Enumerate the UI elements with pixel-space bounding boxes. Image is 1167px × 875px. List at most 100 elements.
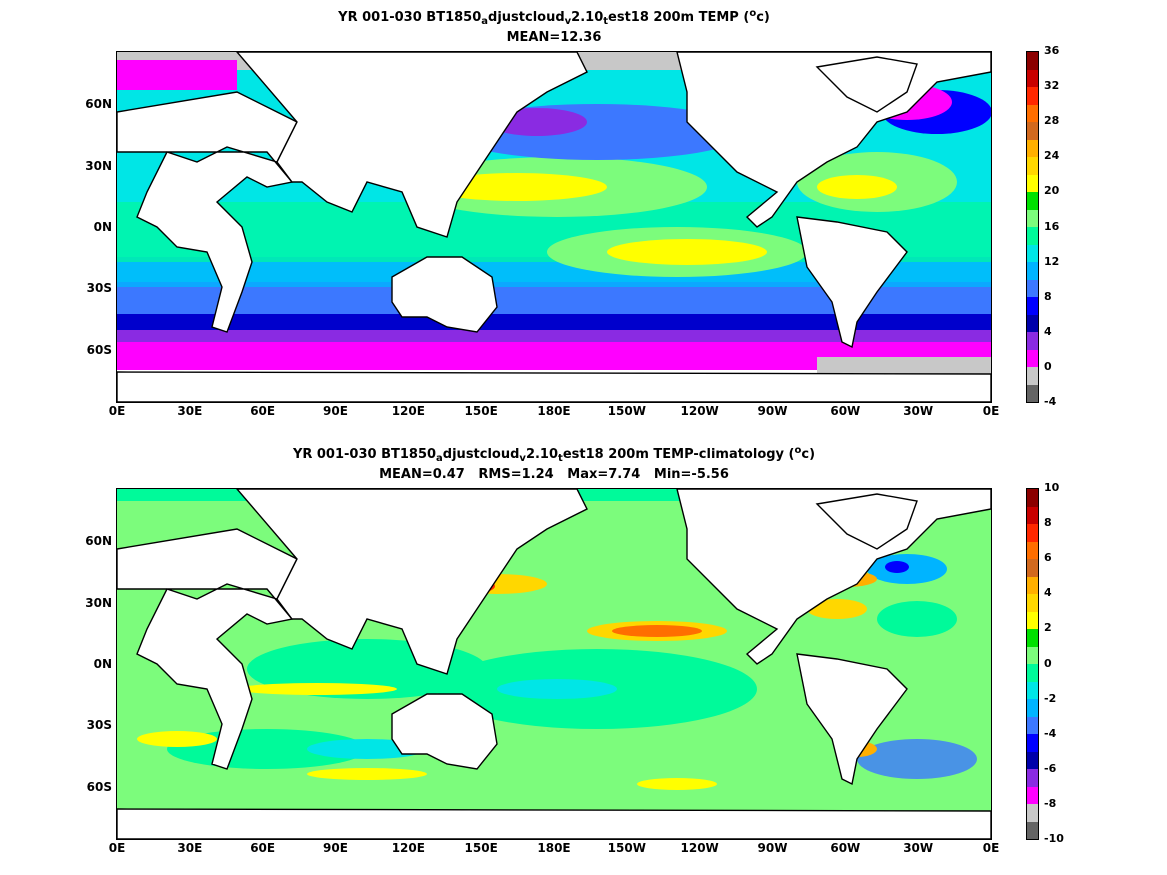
panel2-colorbar-label: -6 <box>1044 761 1057 775</box>
panel2-colorbar-label: 6 <box>1044 551 1052 565</box>
colorbar-swatch <box>1027 821 1038 839</box>
panel1-xtick-120W: 120W <box>680 404 719 418</box>
colorbar-swatch <box>1027 664 1038 682</box>
panel2-colorbar-label: 4 <box>1044 586 1052 600</box>
colorbar-swatch <box>1027 489 1038 507</box>
panel1-title: YR 001-030 BT1850adjustcloudv2.10test18 … <box>338 8 770 27</box>
panel1-stats: MEAN=12.36 <box>506 30 602 45</box>
panel1-xtick-0E: 0E <box>108 404 126 418</box>
colorbar-swatch <box>1027 559 1038 577</box>
panel1-xtick-0E: 0E <box>982 404 1000 418</box>
colorbar-swatch <box>1027 332 1038 350</box>
colorbar-swatch <box>1027 699 1038 717</box>
panel1-xtick-150E: 150E <box>464 404 498 418</box>
colorbar-swatch <box>1027 629 1038 647</box>
panel2-xtick-90W: 90W <box>757 841 788 855</box>
panel2-colorbar-label: -10 <box>1044 832 1064 845</box>
colorbar-swatch <box>1027 646 1038 664</box>
panel2-map <box>116 488 992 840</box>
panel1-ytick-30S: 30S <box>86 281 112 295</box>
panel2-ytick-30N: 30N <box>85 596 112 610</box>
colorbar-swatch <box>1027 174 1038 192</box>
panel2-xtick-30E: 30E <box>177 841 203 855</box>
panel1-xtick-60W: 60W <box>830 404 861 418</box>
colorbar-swatch <box>1027 157 1038 175</box>
panel2-title: YR 001-030 BT1850adjustcloudv2.10test18 … <box>292 445 816 464</box>
panel2-xtick-60W: 60W <box>830 841 861 855</box>
panel1-xtick-150W: 150W <box>607 404 646 418</box>
colorbar-swatch <box>1027 734 1038 752</box>
panel2-xtick-90E: 90E <box>323 841 348 855</box>
panel2-ytick-60N: 60N <box>85 534 112 548</box>
colorbar-swatch <box>1027 681 1038 699</box>
panel2-xtick-120E: 120E <box>391 841 425 855</box>
panel1-colorbar-label: 36 <box>1044 44 1060 57</box>
panel2-colorbar <box>1026 488 1039 840</box>
panel2-xtick-150W: 150W <box>607 841 646 855</box>
panel1-colorbar-label: 32 <box>1044 79 1060 93</box>
colorbar-swatch <box>1027 384 1038 402</box>
panel1-colorbar-label: 20 <box>1044 184 1060 198</box>
panel1-colorbar <box>1026 51 1039 403</box>
colorbar-swatch <box>1027 192 1038 210</box>
panel2-colorbar-label: -2 <box>1044 691 1057 705</box>
panel2-xtick-30W: 30W <box>903 841 934 855</box>
panel1-colorbar-label: 24 <box>1044 149 1060 163</box>
panel1-xtick-30W: 30W <box>903 404 934 418</box>
colorbar-swatch <box>1027 297 1038 315</box>
colorbar-swatch <box>1027 314 1038 332</box>
colorbar-swatch <box>1027 349 1038 367</box>
panel2-colorbar-label: -4 <box>1044 726 1057 740</box>
panel1-xtick-60E: 60E <box>250 404 276 418</box>
colorbar-swatch <box>1027 751 1038 769</box>
colorbar-swatch <box>1027 769 1038 787</box>
panel2-stats: MEAN=0.47 RMS=1.24 Max=7.74 Min=-5.56 <box>379 467 729 482</box>
colorbar-swatch <box>1027 262 1038 280</box>
panel2-xtick-60E: 60E <box>250 841 276 855</box>
panel2-xtick-120W: 120W <box>680 841 719 855</box>
panel1-ytick-0N: 0N <box>93 220 112 234</box>
panel1-xtick-90E: 90E <box>323 404 348 418</box>
panel1-ytick-60N: 60N <box>85 97 112 111</box>
colorbar-swatch <box>1027 594 1038 612</box>
panel1-map <box>116 51 992 403</box>
colorbar-swatch <box>1027 367 1038 385</box>
panel2-xtick-0E: 0E <box>108 841 126 855</box>
colorbar-swatch <box>1027 104 1038 122</box>
colorbar-swatch <box>1027 227 1038 245</box>
panel1-colorbar-label: 4 <box>1044 324 1052 338</box>
colorbar-swatch <box>1027 279 1038 297</box>
colorbar-swatch <box>1027 139 1038 157</box>
colorbar-swatch <box>1027 244 1038 262</box>
colorbar-swatch <box>1027 716 1038 734</box>
panel1-ytick-30N: 30N <box>85 159 112 173</box>
panel2-ytick-0N: 0N <box>93 657 112 671</box>
colorbar-swatch <box>1027 209 1038 227</box>
panel1-xtick-120E: 120E <box>391 404 425 418</box>
panel1-ytick-60S: 60S <box>86 343 112 357</box>
panel2-colorbar-label: 0 <box>1044 656 1052 670</box>
colorbar-swatch <box>1027 122 1038 140</box>
colorbar-swatch <box>1027 804 1038 822</box>
panel1-colorbar-label: 12 <box>1044 254 1060 268</box>
panel2-colorbar-label: 2 <box>1044 621 1052 635</box>
panel1-xtick-30E: 30E <box>177 404 203 418</box>
panel1-colorbar-label: -4 <box>1044 395 1057 408</box>
colorbar-swatch <box>1027 541 1038 559</box>
panel1-colorbar-label: 0 <box>1044 359 1052 373</box>
colorbar-swatch <box>1027 52 1038 70</box>
panel2-ytick-60S: 60S <box>86 780 112 794</box>
panel2-xtick-0E: 0E <box>982 841 1000 855</box>
panel2-colorbar-label: 8 <box>1044 516 1052 530</box>
panel2-ytick-30S: 30S <box>86 718 112 732</box>
colorbar-swatch <box>1027 87 1038 105</box>
colorbar-swatch <box>1027 576 1038 594</box>
colorbar-swatch <box>1027 506 1038 524</box>
panel1-colorbar-label: 28 <box>1044 114 1060 128</box>
panel2-colorbar-label: -8 <box>1044 796 1057 810</box>
colorbar-swatch <box>1027 69 1038 87</box>
panel2-colorbar-label: 10 <box>1044 481 1060 494</box>
panel1-xtick-180E: 180E <box>537 404 571 418</box>
colorbar-swatch <box>1027 611 1038 629</box>
panel1-xtick-90W: 90W <box>757 404 788 418</box>
